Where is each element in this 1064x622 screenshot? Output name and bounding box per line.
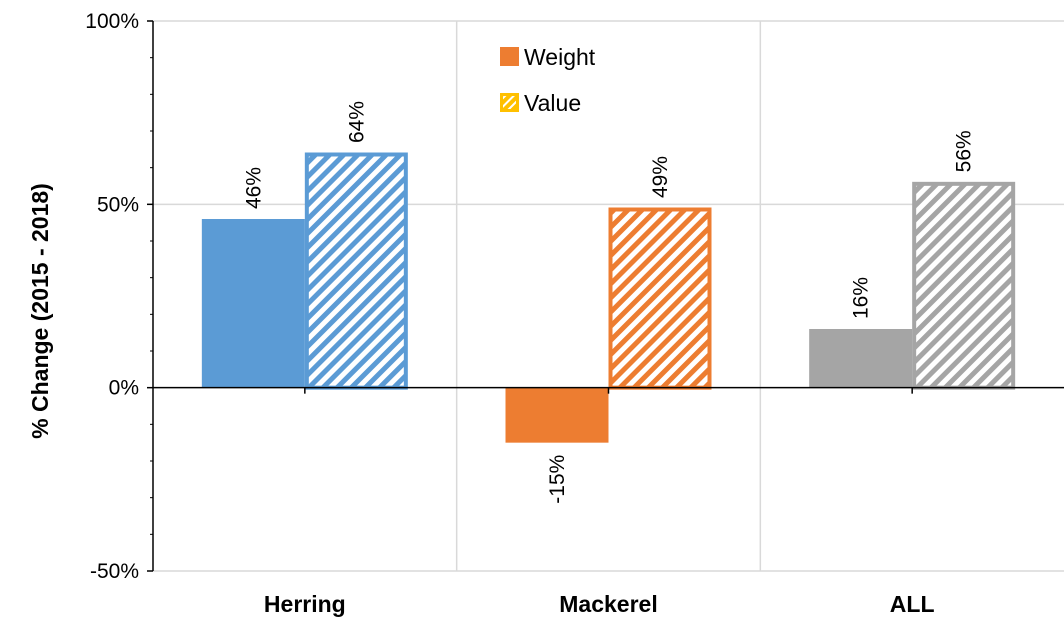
legend-item-weight: Weight [500,44,596,70]
bar-value-mackerel [608,207,712,390]
data-label: 64% [345,101,368,143]
bar-value-herring [304,152,408,390]
legend-swatch-value [500,93,519,112]
data-label: 46% [242,167,265,209]
y-axis-label: % Change (2015 - 2018) [27,183,53,439]
bar-weight-all [809,329,913,388]
y-tick-label: -50% [90,560,139,583]
data-label: 49% [649,156,672,198]
legend-label-weight: Weight [524,44,596,70]
category-label-herring: Herring [264,591,346,617]
category-label-mackerel: Mackerel [559,591,657,617]
y-tick-labels: -50% 0% 50% 100% [85,10,139,583]
bars [201,152,1016,443]
legend-label-value: Value [524,90,581,116]
data-label: 56% [953,130,976,172]
legend: Weight Value [500,44,596,116]
bar-weight-mackerel [505,387,609,443]
axes [147,20,1064,572]
y-tick-label: 50% [97,193,139,216]
legend-swatch-weight [500,47,519,66]
data-label: -15% [546,455,569,504]
data-label: 16% [850,277,873,319]
category-labels: Herring Mackerel ALL [264,591,935,617]
legend-item-value: Value [500,90,581,116]
category-label-all: ALL [890,591,935,617]
bar-weight-herring [201,219,305,388]
y-tick-label: 100% [85,10,139,33]
y-tick-label: 0% [109,377,139,400]
bar-value-all [912,181,1016,390]
data-labels: 46% 64% -15% 49% 16% 56% [242,101,975,504]
